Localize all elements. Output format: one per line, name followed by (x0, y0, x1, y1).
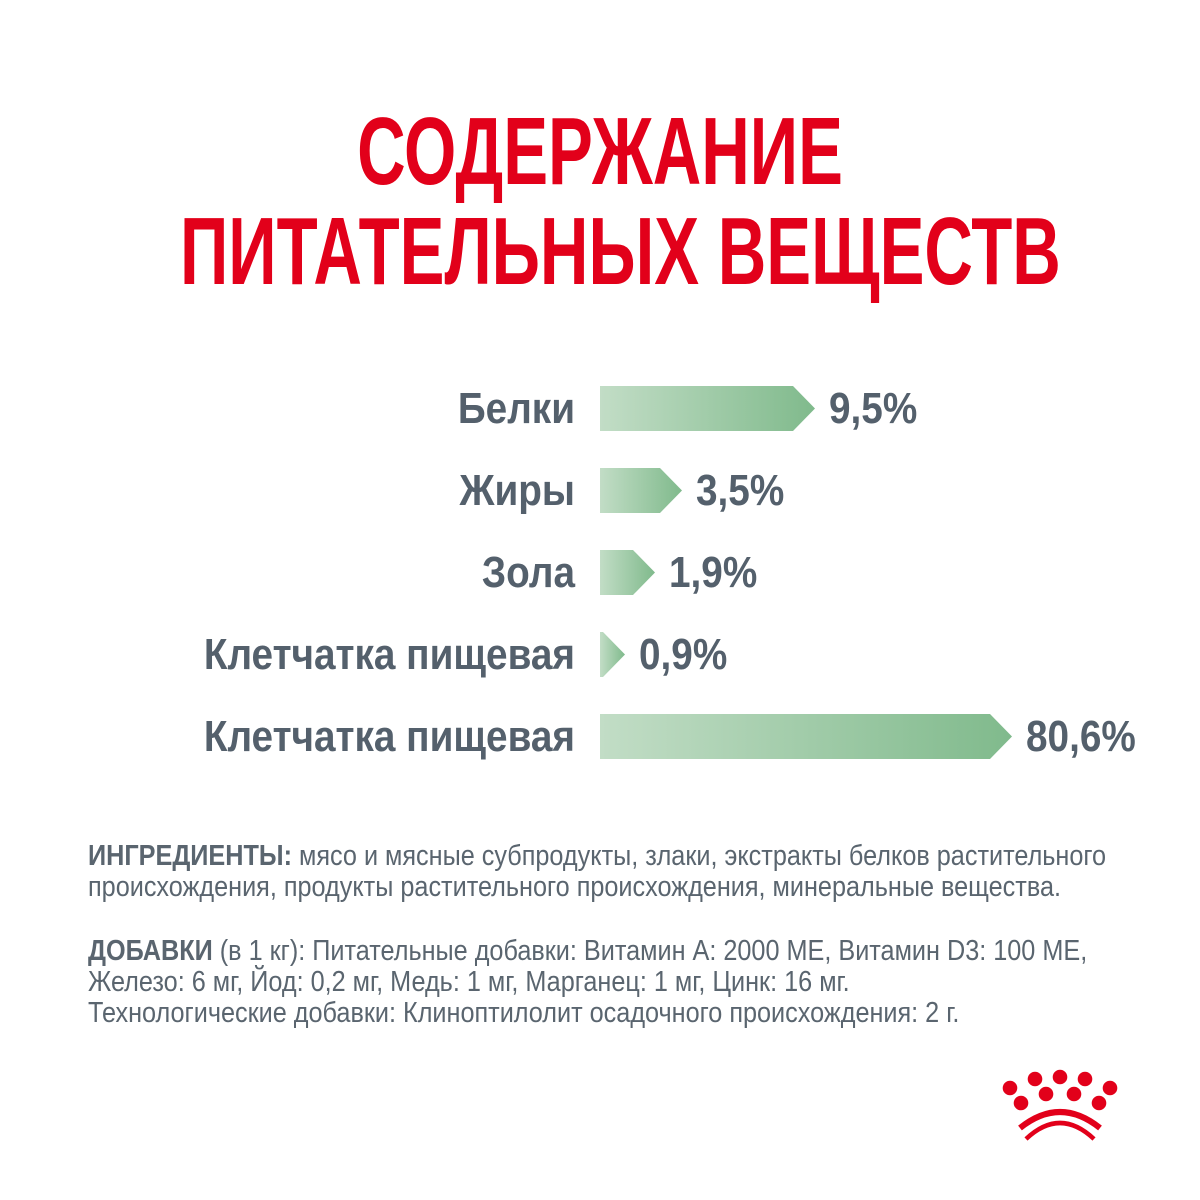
bar-ash (600, 550, 655, 595)
bar-label: Жиры (459, 465, 575, 515)
bar-value: 80,6% (1026, 711, 1136, 761)
additives-paragraph: ДОБАВКИ (в 1 кг): Питательные добавки: В… (88, 936, 1200, 1029)
crown-dots (1002, 1069, 1118, 1111)
page-title-line-2: ПИТАТЕЛЬНЫХ ВЕЩЕСТВ (180, 198, 1061, 305)
ingredients-text-1: мясо и мясные субпродукты, злаки, экстра… (291, 840, 1107, 872)
ingredients-label: ИНГРЕДИЕНТЫ: (88, 840, 292, 872)
bar-label: Белки (457, 383, 575, 433)
bar-value: 1,9% (669, 547, 758, 597)
bar-label: Клетчатка пищевая (203, 629, 575, 679)
bar-value: 9,5% (829, 383, 918, 433)
bar-dietary-fibre (600, 632, 625, 677)
bar-value: 3,5% (696, 465, 785, 515)
bar-moisture (600, 714, 1012, 759)
bar-fats (600, 468, 682, 513)
additives-line-1: ДОБАВКИ (в 1 кг): Питательные добавки: В… (88, 936, 1200, 967)
crown-arcs (1018, 1109, 1102, 1141)
chart-row-dietary-fibre: Клетчатка пищевая 0,9% (0, 629, 1200, 679)
chart-row-ash: Зола 1,9% (0, 547, 1200, 597)
bar-proteins (600, 386, 815, 431)
page-title-line-1: СОДЕРЖАНИЕ (357, 98, 843, 205)
chart-row-proteins: Белки 9,5% (0, 383, 1200, 433)
ingredients-line-1: ИНГРЕДИЕНТЫ: мясо и мясные субпродукты, … (88, 841, 1200, 872)
ingredients-line-2: происхождения, продукты растительного пр… (88, 871, 1061, 903)
bar-label: Зола (481, 547, 575, 597)
additives-label: ДОБАВКИ (88, 935, 213, 967)
bar-label: Клетчатка пищевая (203, 711, 575, 761)
additives-line-2: Железо: 6 мг, Йод: 0,2 мг, Медь: 1 мг, М… (88, 966, 850, 998)
royal-canin-crown-logo (1002, 1069, 1118, 1141)
additives-line-3: Технологические добавки: Клиноптилолит о… (88, 997, 960, 1029)
chart-row-fats: Жиры 3,5% (0, 465, 1200, 515)
additives-text-1: (в 1 кг): Питательные добавки: Витамин A… (212, 935, 1088, 967)
ingredients-paragraph: ИНГРЕДИЕНТЫ: мясо и мясные субпродукты, … (88, 841, 1200, 903)
chart-row-moisture: Клетчатка пищевая 80,6% (0, 711, 1200, 761)
bar-value: 0,9% (639, 629, 728, 679)
